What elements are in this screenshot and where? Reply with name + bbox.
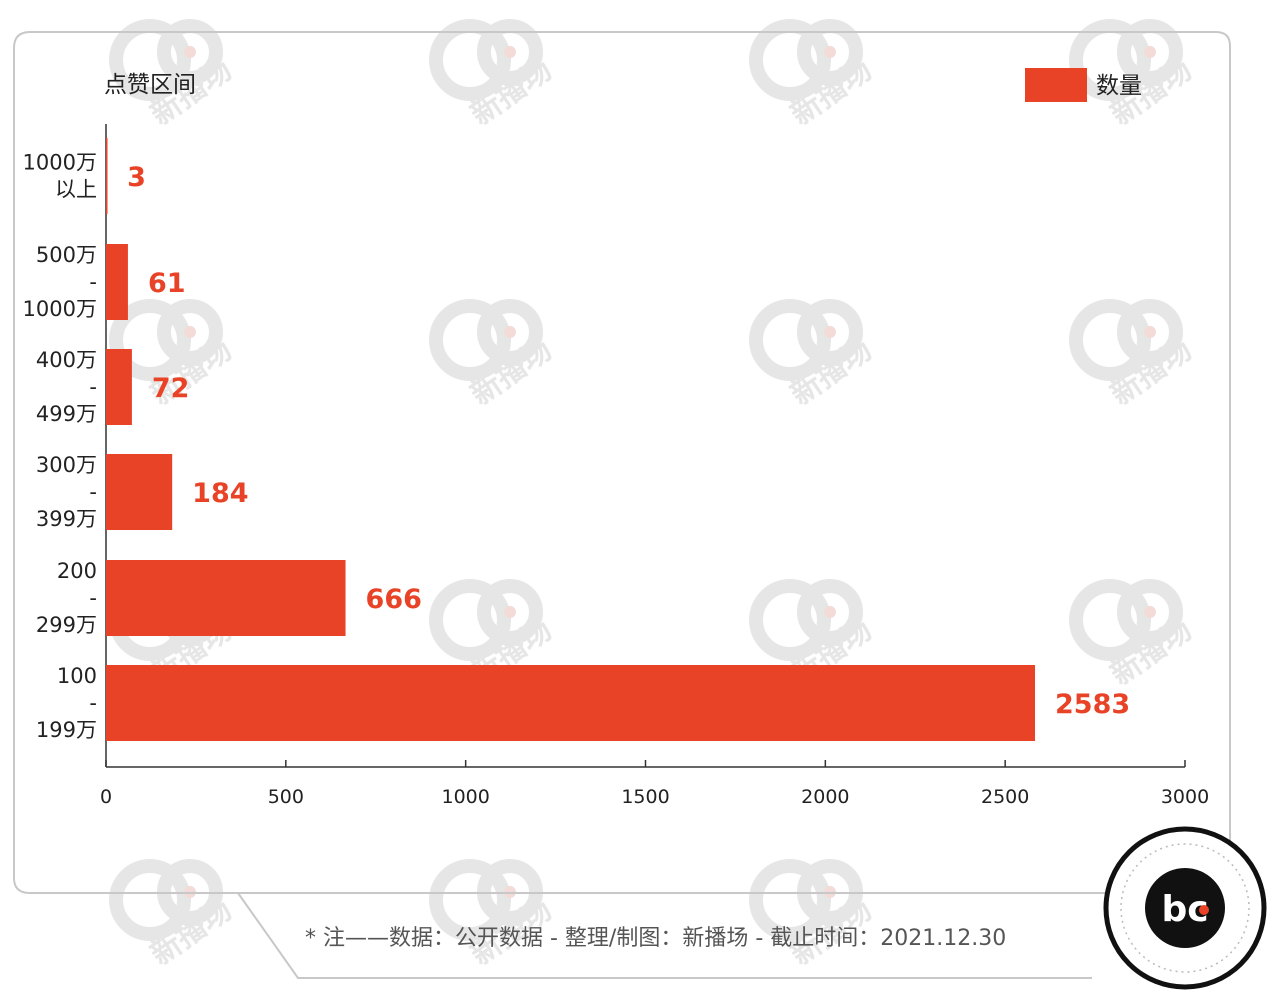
- watermark-layer: 新播场 新播场 新播场 新播场新播场 新播场 新播场 新播场新播场 新播场 新播场 新播场新播场新…: [109, 19, 1198, 973]
- category-label: 以上: [55, 178, 97, 202]
- category-label: -: [89, 375, 97, 399]
- watermark: 新播场: [1069, 299, 1198, 413]
- x-tick-label: 2000: [801, 786, 849, 808]
- category-label: 200: [57, 559, 97, 583]
- category-labels: 1000万以上500万-1000万400万-499万300万-399万200-2…: [23, 151, 97, 743]
- value-label: 61: [148, 268, 186, 299]
- bar: [106, 349, 132, 425]
- watermark: 新播场: [749, 859, 878, 973]
- x-tick-label: 1000: [441, 786, 489, 808]
- legend: 数量: [1025, 68, 1142, 102]
- category-label: -: [89, 586, 97, 610]
- logo-dot: [1199, 905, 1209, 915]
- value-label: 3: [127, 162, 146, 193]
- bars: [106, 138, 1036, 741]
- category-label: 1000万: [23, 297, 97, 321]
- value-label: 72: [152, 373, 190, 404]
- y-axis-title: 点赞区间: [104, 72, 196, 98]
- chart-panel: [13, 31, 1231, 894]
- category-label: -: [89, 270, 97, 294]
- category-label: 1000万: [23, 151, 97, 175]
- category-label: 199万: [36, 718, 97, 742]
- category-label: 500万: [36, 243, 97, 267]
- watermark: 新播场: [429, 299, 558, 413]
- watermark: 新播场: [1069, 579, 1198, 693]
- category-label: 499万: [36, 402, 97, 426]
- category-label: -: [89, 691, 97, 715]
- x-tick-label: 2500: [981, 786, 1029, 808]
- footnote-tab: [237, 892, 1092, 979]
- watermark: 新播场: [749, 299, 878, 413]
- bar: [106, 665, 1036, 741]
- x-ticks: 0 500 1000 1500 2000 2500 3000: [100, 760, 1209, 808]
- category-label: -: [89, 480, 97, 504]
- bar: [106, 244, 128, 320]
- watermark: 新播场: [109, 859, 238, 973]
- value-label: 2583: [1055, 689, 1130, 720]
- value-label: 184: [192, 478, 248, 509]
- footnote: * 注——数据：公开数据 - 整理/制图：新播场 - 截止时间：2021.12.…: [305, 926, 1006, 951]
- bar: [106, 560, 346, 636]
- category-label: 300万: [36, 453, 97, 477]
- value-label: 666: [366, 584, 422, 615]
- watermark: 新播场: [749, 19, 878, 133]
- bar: [106, 138, 108, 214]
- x-tick-label: 500: [268, 786, 304, 808]
- category-label: 100: [57, 664, 97, 688]
- bc-logo-icon: bc: [1103, 826, 1267, 990]
- category-label: 399万: [36, 507, 97, 531]
- bar: [106, 454, 173, 530]
- watermark: 新播场: [429, 859, 558, 973]
- category-label: 299万: [36, 613, 97, 637]
- x-tick-label: 1500: [621, 786, 669, 808]
- legend-swatch: [1025, 68, 1087, 102]
- value-labels: 3 61 72 184 666 2583: [127, 162, 1130, 720]
- category-label: 400万: [36, 348, 97, 372]
- watermark: 新播场: [429, 19, 558, 133]
- legend-label: 数量: [1096, 73, 1142, 99]
- x-tick-label: 3000: [1161, 786, 1209, 808]
- x-tick-label: 0: [100, 786, 112, 808]
